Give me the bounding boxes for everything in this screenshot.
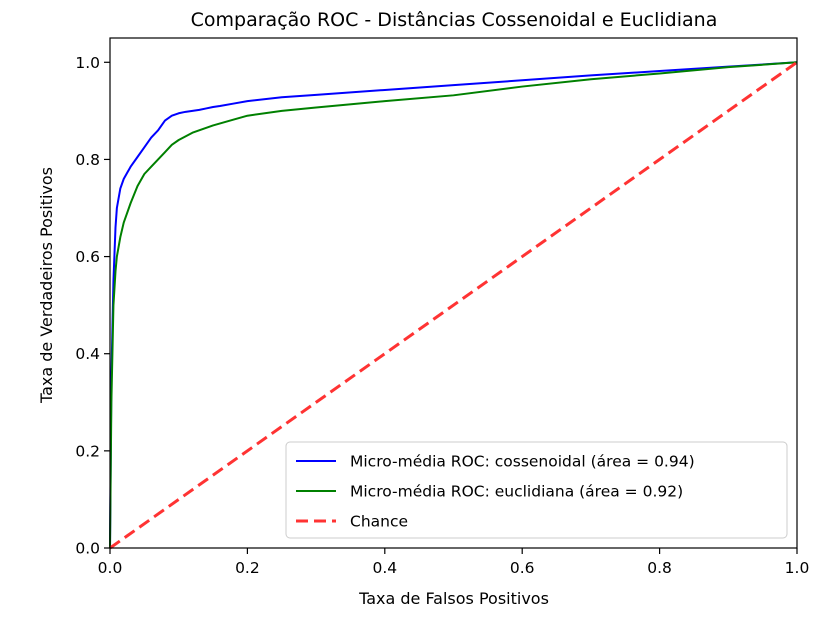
x-tick-label: 0.2: [235, 559, 260, 577]
x-tick-label: 0.0: [98, 559, 123, 577]
x-tick-label: 0.6: [510, 559, 535, 577]
y-tick-label: 0.8: [75, 151, 100, 169]
x-tick-label: 0.4: [372, 559, 397, 577]
series-line-1: [109, 61, 798, 549]
y-tick-label: 0.4: [75, 345, 100, 363]
y-axis-ticks: 0.0 0.2 0.4 0.6 0.8 1.0: [75, 54, 110, 558]
plot-area: [109, 37, 798, 550]
y-tick-label: 0.0: [75, 540, 100, 558]
y-axis-label: Taxa de Verdadeiros Positivos: [37, 167, 56, 404]
x-tick-label: 0.8: [647, 559, 672, 577]
legend-label-2: Chance: [350, 513, 408, 531]
x-axis-label: Taxa de Falsos Positivos: [358, 589, 549, 608]
plot-frame: [109, 37, 798, 549]
chart-title: Comparação ROC - Distâncias Cossenoidal …: [191, 9, 718, 31]
series-line-0: [109, 61, 798, 549]
x-tick-label: 1.0: [785, 559, 810, 577]
y-tick-label: 0.6: [75, 248, 100, 266]
x-axis-ticks: 0.0 0.2 0.4 0.6 0.8 1.0: [98, 548, 810, 577]
y-tick-label: 0.2: [75, 442, 100, 460]
legend-box: [285, 441, 788, 539]
legend: Micro-média ROC: cossenoidal (área = 0.9…: [285, 441, 788, 539]
y-tick-label: 1.0: [75, 54, 100, 72]
legend-label-0: Micro-média ROC: cossenoidal (área = 0.9…: [350, 453, 695, 471]
series-line-2: [109, 61, 798, 550]
legend-label-1: Micro-média ROC: euclidiana (área = 0.92…: [350, 483, 683, 501]
